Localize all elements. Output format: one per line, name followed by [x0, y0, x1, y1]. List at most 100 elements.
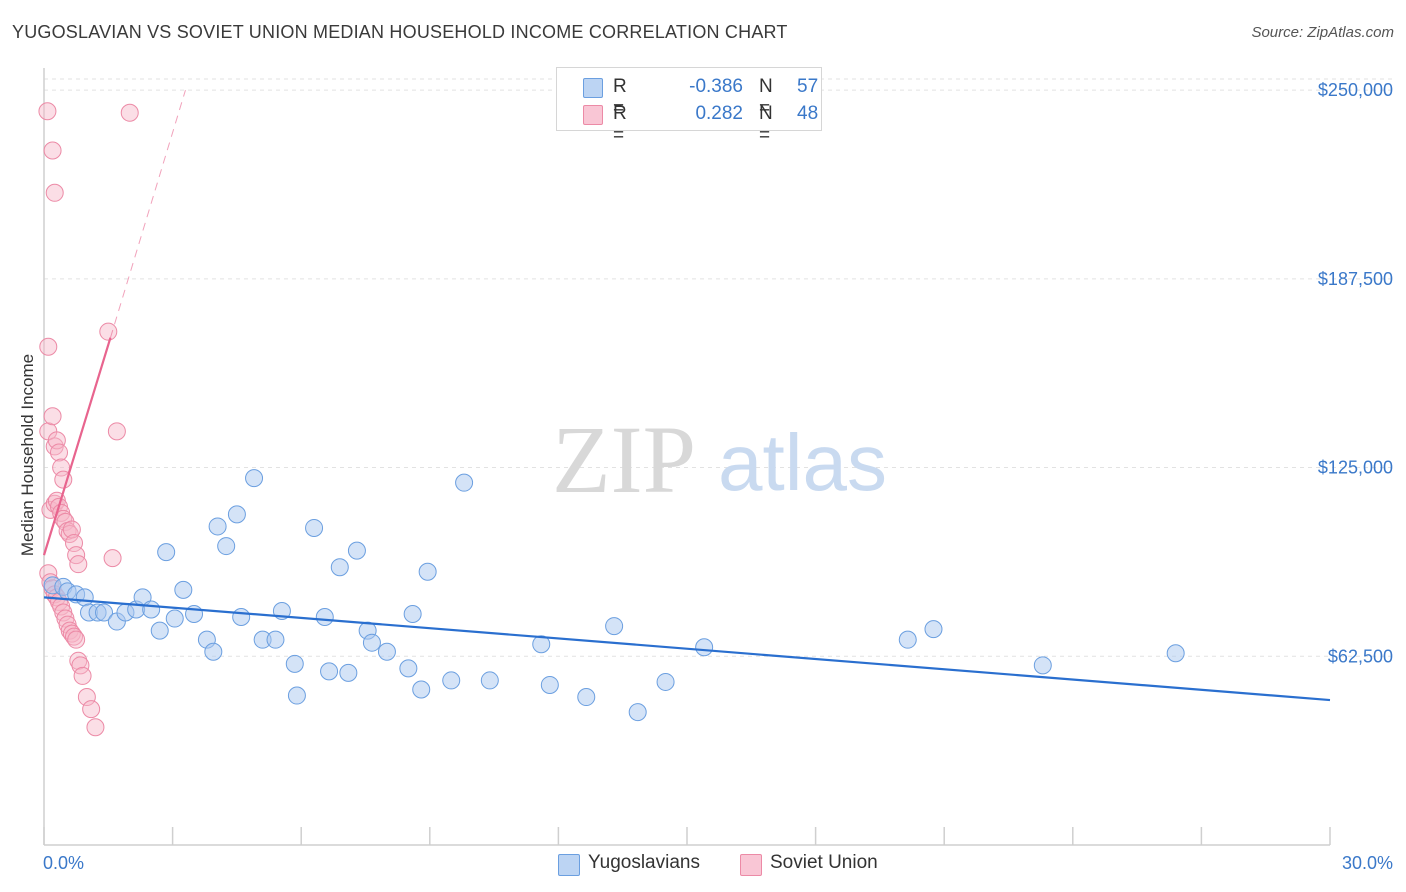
- yugoslavians-point-24: [245, 469, 264, 488]
- x-tick-labels: 0.0% 30.0%: [43, 853, 1393, 873]
- yugoslavians-point-47: [540, 675, 559, 694]
- soviet-union-point-1: [43, 141, 62, 160]
- r-value: 0.282: [695, 103, 743, 124]
- yugoslavians-point-54: [924, 620, 943, 639]
- yugoslavians-point-28: [285, 654, 304, 673]
- soviet-union-point-46: [107, 422, 126, 441]
- r-label: R =: [613, 76, 627, 119]
- yugoslavians-point-29: [287, 686, 306, 705]
- yugoslavians-point-31: [315, 608, 334, 627]
- soviet-union-point-43: [86, 718, 105, 737]
- yugoslavians-point-20: [208, 517, 227, 536]
- x-tick-label-start: 0.0%: [43, 853, 84, 873]
- yugoslavians-point-16: [174, 580, 193, 599]
- soviet-union-point-19: [60, 524, 79, 543]
- soviet-union-point-36: [65, 627, 84, 646]
- y-tick-label-0: $62,500: [1328, 646, 1393, 666]
- soviet-union-point-17: [56, 512, 75, 531]
- yugoslavians-point-30: [305, 518, 324, 537]
- yugoslavians-point-45: [480, 671, 499, 690]
- watermark-zip: ZIP: [552, 406, 696, 513]
- soviet-union-point-45: [103, 549, 122, 568]
- yugoslavians-point-42: [418, 562, 437, 581]
- x-tick-label-end: 30.0%: [1342, 853, 1393, 873]
- yugoslavians-point-4: [75, 588, 94, 607]
- soviet-union-point-8: [50, 443, 69, 462]
- soviet-union-point-40: [73, 666, 92, 685]
- trend-lines: [42, 89, 1331, 702]
- yugoslavians-point-32: [320, 662, 339, 681]
- yugoslavians-point-15: [165, 609, 184, 628]
- n-value: 48: [797, 103, 819, 124]
- grid-lines: [44, 78, 1396, 657]
- blue-swatch: [583, 78, 603, 98]
- soviet-union-point-44: [99, 322, 118, 341]
- soviet-union-point-20: [62, 520, 81, 539]
- legend-label: Soviet Union: [770, 852, 878, 873]
- y-tick-label-1: $125,000: [1318, 458, 1393, 478]
- soviet-union-point-2: [45, 183, 64, 202]
- yugoslavians-point-39: [399, 659, 418, 678]
- soviet-union-points: [38, 102, 139, 737]
- soviet-union-point-47: [120, 103, 139, 122]
- yugoslavians-point-44: [455, 473, 474, 492]
- n-label: N =: [759, 103, 773, 146]
- soviet-union-point-23: [69, 555, 88, 574]
- yugoslavians-point-14: [157, 543, 176, 562]
- yugoslavians-point-35: [347, 541, 366, 560]
- yugoslavians-point-43: [442, 671, 461, 690]
- yugoslavians-point-51: [656, 672, 675, 691]
- yugoslavians-point-55: [1033, 656, 1052, 675]
- y-tick-label-2: $187,500: [1318, 269, 1393, 289]
- yugoslavians-point-7: [95, 603, 114, 622]
- pink-swatch: [583, 105, 603, 125]
- yugoslavians-point-52: [695, 638, 714, 657]
- yugoslavians-point-46: [532, 635, 551, 654]
- yugoslavians-point-21: [217, 537, 236, 556]
- yugoslavians-point-26: [266, 630, 285, 649]
- soviet-union-point-42: [82, 700, 101, 719]
- legend-label: Yugoslavians: [588, 852, 700, 873]
- soviet-union-point-5: [43, 407, 62, 426]
- y-axis-label: Median Household Income: [18, 354, 37, 556]
- watermark: ZIP atlas: [552, 406, 887, 513]
- chart-title: YUGOSLAVIAN VS SOVIET UNION MEDIAN HOUSE…: [12, 22, 788, 42]
- yugoslavians-point-37: [362, 633, 381, 652]
- yugoslavians-point-38: [377, 642, 396, 661]
- yugoslavians-point-12: [142, 600, 161, 619]
- correlation-legend: R = -0.386 N = 57 R = 0.282 N = 48: [556, 67, 822, 146]
- yugoslavians-point-56: [1166, 644, 1185, 663]
- soviet-union-trend-line: [42, 337, 112, 556]
- yugoslavians-point-50: [628, 703, 647, 722]
- yugoslavians-points: [43, 469, 1185, 722]
- watermark-atlas: atlas: [718, 418, 887, 507]
- r-label: R =: [613, 103, 627, 146]
- yugoslavians-point-49: [605, 617, 624, 636]
- yugoslavians-point-23: [232, 608, 251, 627]
- yugoslavians-point-41: [412, 680, 431, 699]
- r-value: -0.386: [689, 76, 743, 97]
- yugoslavians-point-48: [577, 688, 596, 707]
- soviet-union-point-37: [67, 630, 86, 649]
- soviet-union-point-3: [39, 337, 58, 356]
- yugoslavians-point-34: [339, 663, 358, 682]
- pink-swatch: [740, 854, 762, 876]
- yugoslavians-trend-line: [43, 596, 1331, 702]
- yugoslavians-point-19: [204, 642, 223, 661]
- y-tick-labels: $62,500 $125,000 $187,500 $250,000: [1318, 80, 1393, 666]
- soviet-union-point-38: [69, 651, 88, 670]
- yugoslavians-point-33: [330, 558, 349, 577]
- yugoslavians-point-22: [227, 505, 246, 524]
- n-value: 57: [797, 76, 819, 97]
- n-label: N =: [759, 76, 773, 119]
- yugoslavians-point-53: [898, 630, 917, 649]
- axes: [43, 68, 1331, 846]
- soviet-union-point-22: [67, 546, 86, 565]
- source-credit: Source: ZipAtlas.com: [1251, 24, 1394, 41]
- blue-swatch: [558, 854, 580, 876]
- y-tick-label-3: $250,000: [1318, 80, 1393, 100]
- soviet-union-trend-extension: [109, 89, 186, 338]
- soviet-union-point-0: [38, 102, 57, 121]
- soviet-union-point-41: [77, 688, 96, 707]
- yugoslavians-point-40: [403, 605, 422, 624]
